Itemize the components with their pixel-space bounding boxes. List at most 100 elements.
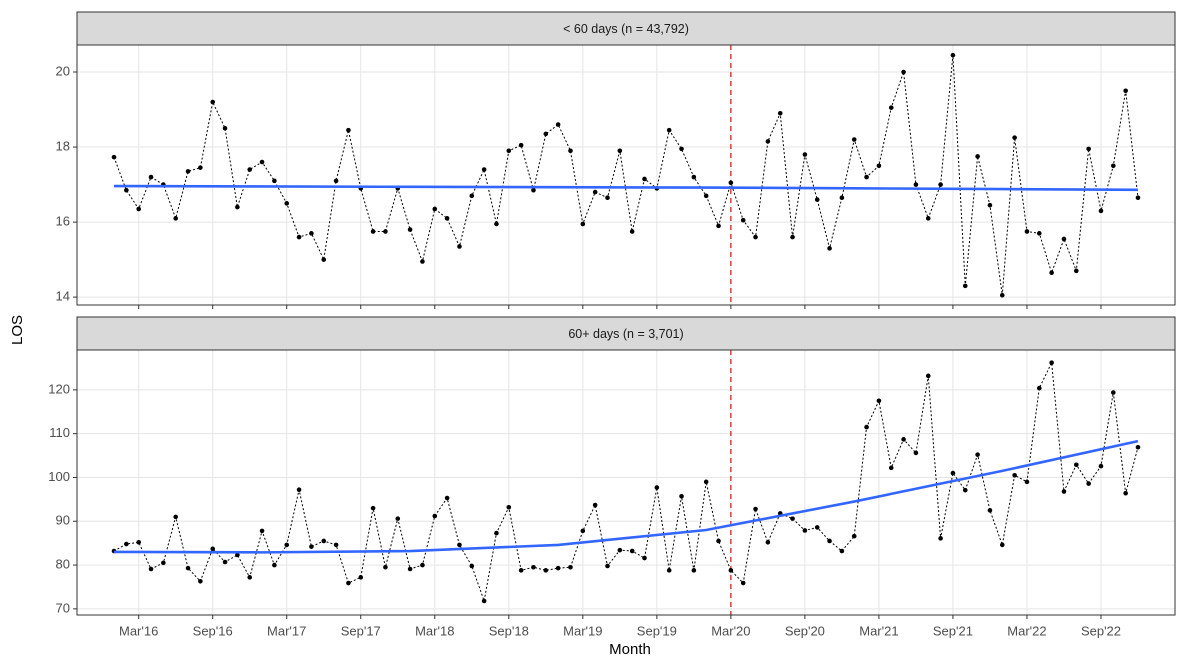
- point: [962, 283, 968, 289]
- point: [975, 452, 980, 457]
- point: [728, 568, 734, 573]
- point: [1061, 236, 1067, 242]
- x-tick-label: Sep'22: [1081, 623, 1121, 638]
- point: [691, 174, 697, 180]
- point: [124, 187, 129, 193]
- point: [136, 539, 141, 545]
- point: [173, 514, 178, 520]
- point: [913, 450, 919, 456]
- point: [765, 539, 771, 545]
- x-tick-label: Mar'20: [711, 623, 750, 638]
- point: [1074, 268, 1079, 274]
- y-tick-label: 110: [49, 425, 70, 440]
- point: [432, 513, 438, 519]
- y-tick-label: 16: [56, 214, 70, 229]
- y-tick-label: 18: [56, 138, 70, 153]
- point: [888, 465, 894, 471]
- point: [185, 565, 191, 571]
- point: [925, 373, 931, 379]
- point: [975, 154, 980, 159]
- point: [296, 234, 302, 240]
- point: [494, 221, 499, 227]
- panel-background: [77, 45, 1175, 305]
- point: [383, 564, 388, 570]
- point: [901, 69, 906, 75]
- point: [790, 234, 795, 240]
- point: [259, 528, 265, 534]
- point: [272, 178, 277, 184]
- point: [605, 563, 610, 569]
- point: [1098, 208, 1104, 214]
- point: [235, 204, 240, 210]
- point: [740, 580, 746, 586]
- facet-label: 60+ days (n = 3,701): [568, 327, 683, 341]
- point: [925, 216, 931, 221]
- point: [617, 148, 623, 154]
- point: [407, 227, 413, 232]
- point: [210, 546, 216, 552]
- y-tick-label: 120: [48, 381, 70, 396]
- facet-strip: [76, 316, 1176, 351]
- point: [580, 528, 586, 534]
- point: [716, 223, 721, 229]
- point: [555, 122, 561, 127]
- point: [691, 568, 697, 573]
- point: [198, 578, 203, 584]
- point: [111, 154, 117, 160]
- point: [481, 167, 487, 172]
- point: [962, 487, 968, 493]
- point: [864, 174, 869, 180]
- point: [543, 568, 549, 573]
- point: [876, 163, 882, 169]
- y-tick-label: 100: [48, 469, 70, 484]
- point: [1049, 270, 1054, 276]
- point: [444, 216, 450, 221]
- point: [851, 137, 857, 142]
- point: [518, 568, 524, 573]
- point: [444, 495, 450, 501]
- x-tick-label: Mar'18: [415, 623, 454, 638]
- point: [1012, 135, 1017, 140]
- x-axis-title: Month: [609, 641, 651, 658]
- facet-label: < 60 days (n = 43,792): [563, 22, 689, 36]
- point: [753, 234, 758, 240]
- point: [518, 142, 524, 148]
- point: [457, 244, 462, 249]
- point: [506, 504, 512, 510]
- point: [1098, 463, 1104, 469]
- point: [703, 193, 709, 199]
- point: [321, 538, 327, 544]
- point: [802, 152, 808, 157]
- point: [642, 555, 647, 561]
- point: [494, 530, 499, 536]
- point: [247, 167, 253, 172]
- point: [654, 485, 660, 490]
- point: [124, 541, 129, 547]
- point: [568, 148, 573, 154]
- point: [888, 105, 894, 110]
- facet-strip: [76, 11, 1176, 46]
- x-tick-label: Sep'21: [933, 623, 973, 638]
- point: [284, 201, 290, 206]
- point: [592, 189, 598, 195]
- point: [321, 257, 327, 262]
- point: [716, 538, 721, 544]
- panel-border: [76, 44, 1176, 306]
- point: [938, 182, 943, 187]
- trend-line: [114, 439, 1139, 554]
- point: [296, 487, 302, 493]
- point: [161, 560, 166, 566]
- point: [370, 229, 376, 234]
- point: [901, 437, 906, 442]
- point: [814, 525, 820, 530]
- point: [383, 229, 388, 234]
- point: [407, 566, 413, 572]
- point: [1111, 390, 1116, 395]
- point: [469, 563, 475, 569]
- point: [605, 195, 610, 200]
- x-tick-label: Sep'17: [341, 623, 381, 638]
- y-tick-label: 90: [56, 513, 70, 528]
- point: [432, 206, 438, 212]
- point: [987, 508, 993, 513]
- point: [987, 202, 993, 208]
